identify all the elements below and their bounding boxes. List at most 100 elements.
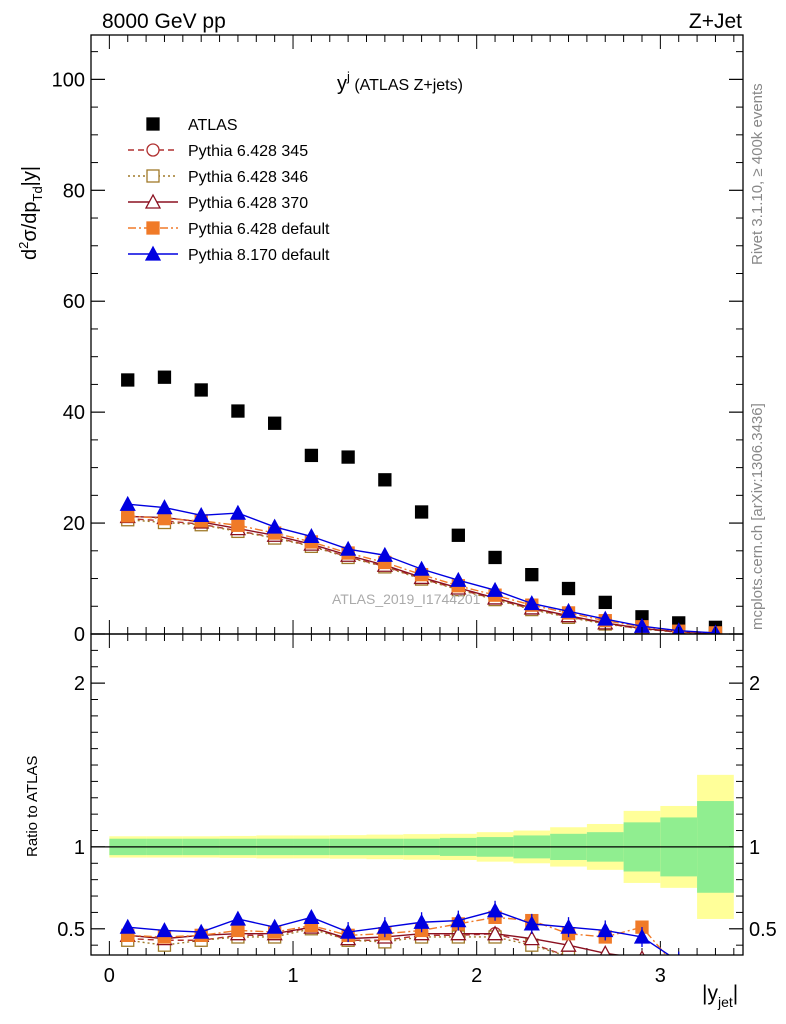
ratio-point-pythia-6-428-346 <box>561 949 576 955</box>
ratio-point-pythia-6-428-346 <box>636 959 648 971</box>
ratio-point-pythia-8-170-default <box>193 923 210 939</box>
ratio-point-pythia-6-428-370 <box>486 925 504 941</box>
point-pythia-8-170-default <box>560 602 577 618</box>
ratio-point-pythia-6-428-345 <box>636 959 648 971</box>
point-pythia-6-428-default <box>231 518 245 532</box>
point-atlas <box>378 473 392 487</box>
ratio-point-pythia-8-170-default <box>156 922 173 938</box>
main-ytick-label: 40 <box>63 402 85 424</box>
legend-label: Pythia 6.428 345 <box>188 143 308 160</box>
ratio-point-pythia-8-170-default <box>633 928 651 944</box>
xtick-label: 1 <box>287 965 298 987</box>
legend-marker <box>146 221 160 235</box>
series-pythia-8-170-default <box>119 495 721 634</box>
point-atlas <box>231 404 245 418</box>
legend-item-pythia-6-428-370: Pythia 6.428 370 <box>128 193 308 212</box>
ratio-point-pythia-8-170-default <box>560 918 577 934</box>
ratio-ytick-label-right: 1 <box>749 837 760 859</box>
ratio-series <box>119 900 680 971</box>
legend-item-pythia-6-428-345: Pythia 6.428 345 <box>128 143 308 160</box>
watermark: ATLAS_2019_I1744201 <box>332 591 481 607</box>
point-atlas <box>414 505 429 519</box>
point-pythia-8-170-default <box>229 504 247 520</box>
point-pythia-8-170-default <box>156 499 173 515</box>
ratio-point-pythia-8-170-default <box>376 918 393 934</box>
ratio-point-pythia-6-428-346 <box>598 954 612 955</box>
series-atlas <box>121 370 723 634</box>
main-ytick-label: 80 <box>63 180 85 202</box>
legend-item-pythia-6-428-346: Pythia 6.428 346 <box>128 169 308 186</box>
point-pythia-8-170-default <box>376 546 393 562</box>
point-atlas <box>561 581 576 596</box>
point-atlas <box>598 595 612 610</box>
point-pythia-8-170-default <box>303 528 320 544</box>
ratio-point-pythia-6-428-370 <box>523 930 540 946</box>
legend-marker <box>144 193 162 209</box>
legend-marker <box>146 117 160 131</box>
ratio-ylabel: Ratio to ATLAS <box>24 756 41 857</box>
legend-item-atlas: ATLAS <box>146 117 238 134</box>
legend-marker <box>146 169 160 183</box>
point-pythia-8-170-default <box>523 595 540 611</box>
point-atlas <box>194 383 208 397</box>
xtick-label: 0 <box>104 965 115 987</box>
point-pythia-8-170-default <box>266 518 283 534</box>
header-energy: 8000 GeV pp <box>102 10 226 33</box>
point-pythia-8-170-default <box>413 560 430 576</box>
legend-item-pythia-6-428-default: Pythia 6.428 default <box>128 221 330 238</box>
ratio-point-pythia-6-428-default <box>231 923 245 938</box>
ratio-ytick-label: 0.5 <box>57 919 85 941</box>
plot-title-sup: j <box>346 69 350 84</box>
ratio-point-pythia-8-170-default <box>229 910 247 926</box>
ratio-ytick-label-right: 0.5 <box>749 919 777 941</box>
ratio-ytick-label-right: 2 <box>749 673 760 695</box>
main-ytick-label: 100 <box>52 69 85 91</box>
ratio-line-pythia-6-428-default <box>127 916 667 955</box>
mcplots-label: mcplots.cern.ch [arXiv:1306.3436] <box>749 403 766 630</box>
legend-item-pythia-8-170-default: Pythia 8.170 default <box>128 245 330 264</box>
legend-marker <box>144 245 162 261</box>
legend-label: Pythia 6.428 346 <box>188 169 308 186</box>
main-ytick-label: 0 <box>74 624 85 646</box>
xtick-label: 2 <box>471 965 482 987</box>
ratio-point-pythia-6-428-370 <box>450 925 467 941</box>
ratio-series-pythia-8-170-default <box>119 900 680 955</box>
ratio-point-pythia-8-170-default <box>413 913 430 929</box>
main-series <box>119 370 723 634</box>
point-atlas <box>451 528 465 542</box>
x-axis-label-main: |y <box>702 982 718 1005</box>
point-pythia-8-170-default <box>193 506 210 522</box>
legend-label: ATLAS <box>188 117 238 134</box>
point-pythia-8-170-default <box>119 495 136 511</box>
ratio-point-pythia-6-428-370 <box>639 949 645 955</box>
point-pythia-8-170-default <box>597 610 614 626</box>
ratio-point-pythia-8-170-default <box>340 923 357 939</box>
point-pythia-8-170-default <box>486 581 504 597</box>
main-ytick-label: 60 <box>63 291 85 313</box>
plot-title: yj (ATLAS Z+jets) <box>337 69 463 95</box>
ratio-point-pythia-8-170-default <box>450 912 467 928</box>
ratio-point-pythia-8-170-default <box>523 915 540 931</box>
ratio-point-pythia-8-170-default <box>303 908 320 924</box>
rivet-label: Rivet 3.1.10, ≥ 400k events <box>749 83 766 265</box>
point-pythia-8-170-default <box>340 540 357 556</box>
x-axis-label-sub: jet <box>717 994 733 1010</box>
ratio-point-pythia-6-428-345 <box>604 954 607 955</box>
legend-label: Pythia 8.170 default <box>188 247 330 264</box>
point-atlas <box>341 450 355 464</box>
point-atlas <box>304 448 319 463</box>
legend-label: Pythia 6.428 default <box>188 221 330 238</box>
ratio-ytick-label: 1 <box>74 837 85 859</box>
ratio-point-pythia-8-170-default <box>677 953 680 955</box>
ratio-bands <box>91 774 743 919</box>
ratio-point-pythia-8-170-default <box>119 918 136 934</box>
point-pythia-8-170-default <box>450 571 467 587</box>
point-atlas <box>157 370 172 384</box>
point-pythia-6-428-default <box>157 511 172 526</box>
point-atlas <box>121 373 135 387</box>
ratio-point-pythia-6-428-370 <box>599 944 611 955</box>
ratio-point-pythia-6-428-370 <box>560 936 577 952</box>
x-axis-label-end: | <box>733 982 738 1005</box>
ratio-axes: 0.5 0.5 1 1 2 2 0 1 2 3 <box>57 649 777 987</box>
legend: ATLAS Pythia 6.428 345 Pythia 6.428 346 Pyt… <box>128 117 330 264</box>
